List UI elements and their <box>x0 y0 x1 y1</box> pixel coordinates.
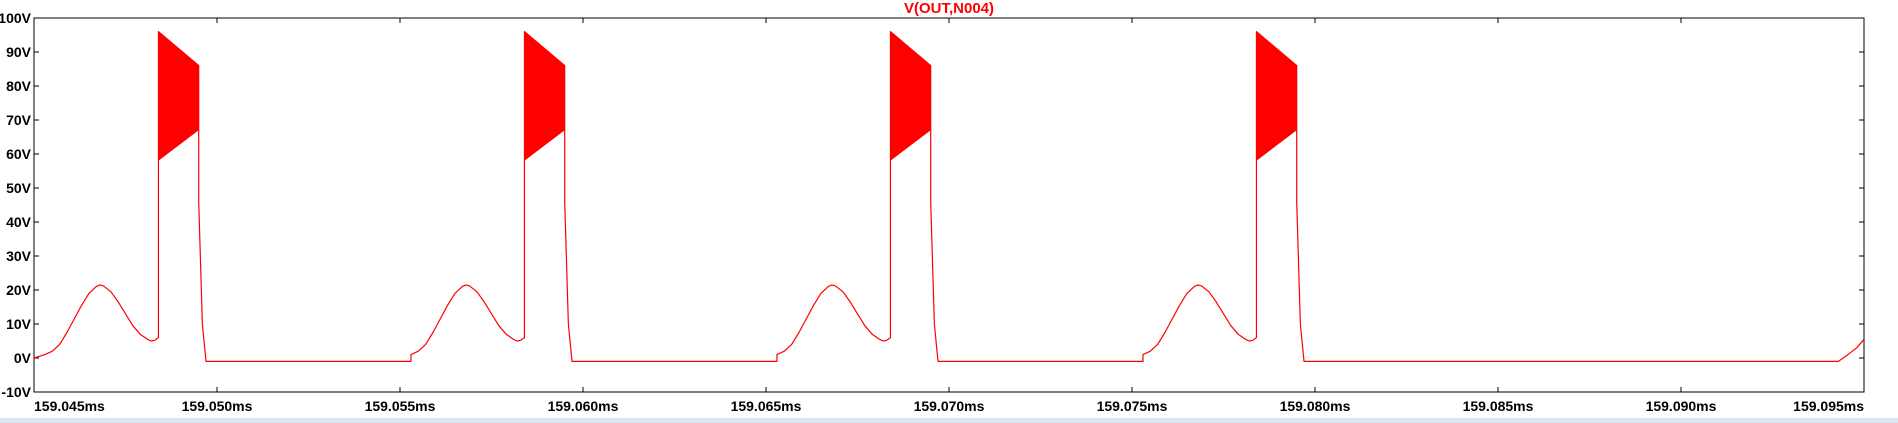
burst-band <box>158 31 199 161</box>
y-tick-label: 60V <box>6 146 32 162</box>
burst-band <box>1256 31 1297 161</box>
y-tick-label: 10V <box>6 316 32 332</box>
x-tick-label: 159.060ms <box>548 398 619 414</box>
series-layer <box>33 31 1865 362</box>
y-tick-label: 50V <box>6 180 32 196</box>
y-tick-label: 80V <box>6 78 32 94</box>
burst-band <box>524 31 565 161</box>
x-tick-label: 159.055ms <box>365 398 436 414</box>
y-tick-label: 100V <box>0 10 32 26</box>
x-tick-label: 159.070ms <box>914 398 985 414</box>
x-tick-label: 159.050ms <box>182 398 253 414</box>
plot-frame <box>33 17 1865 393</box>
plot-title: V(OUT,N004) <box>904 0 994 17</box>
status-strip <box>0 418 1898 423</box>
y-tick-label: 90V <box>6 44 32 60</box>
x-tick-label: 159.095ms <box>1793 398 1864 414</box>
x-tick-label: 159.085ms <box>1463 398 1534 414</box>
x-tick-label: 159.045ms <box>34 398 105 414</box>
y-tick-label: 30V <box>6 248 32 264</box>
burst-band <box>890 31 931 161</box>
y-axis: -10V 0V 10V 20V 30V 40V 50V 60V 70V 80V 90V 100V <box>0 10 1864 400</box>
y-tick-label: 70V <box>6 112 32 128</box>
x-tick-label: 159.080ms <box>1280 398 1351 414</box>
x-tick-label: 159.065ms <box>731 398 802 414</box>
x-tick-label: 159.090ms <box>1646 398 1717 414</box>
x-tick-label: 159.075ms <box>1097 398 1168 414</box>
y-tick-label: 40V <box>6 214 32 230</box>
y-tick-label: -10V <box>1 384 31 400</box>
y-tick-label: 20V <box>6 282 32 298</box>
y-tick-label: 0V <box>14 350 32 366</box>
series-line <box>33 31 1865 362</box>
x-axis: 159.045ms 159.050ms 159.055ms 159.060ms 159.… <box>33 18 1865 414</box>
